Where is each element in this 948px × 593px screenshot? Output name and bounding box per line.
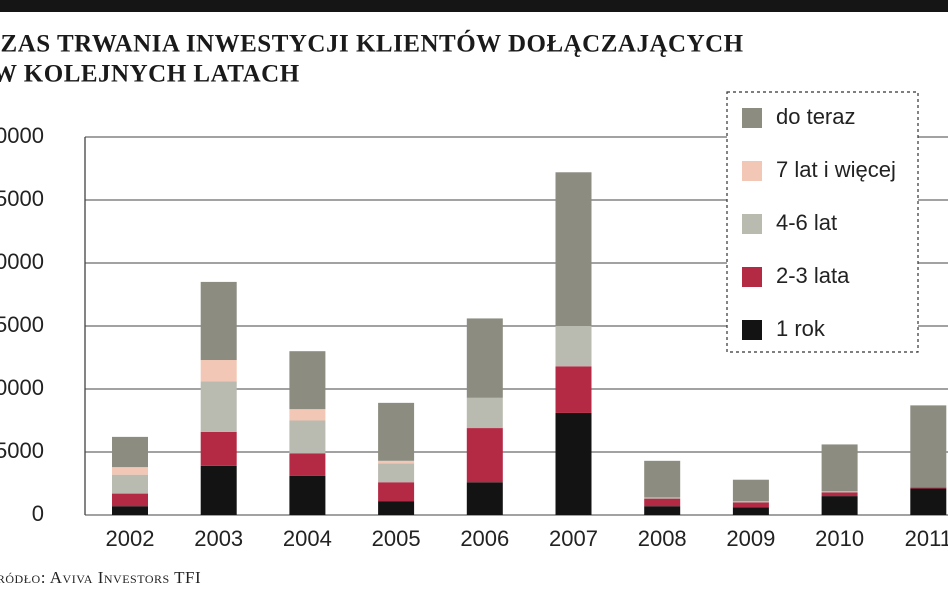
legend-swatch (742, 214, 762, 234)
bar-segment (289, 420, 326, 454)
bar-segment (289, 475, 326, 515)
bar-segment (112, 506, 148, 515)
bar-segment (910, 405, 947, 488)
bar-segment (466, 428, 503, 483)
legend-label: 4-6 lat (776, 210, 837, 235)
legend-label: do teraz (776, 104, 856, 129)
bar-segment (821, 496, 858, 515)
bar-segment (644, 498, 681, 507)
bar-segment (821, 492, 858, 497)
bar-segment (378, 402, 415, 461)
bar-segment (200, 431, 237, 466)
bar-segment (555, 326, 592, 367)
x-tick-label: 2003 (194, 526, 243, 551)
legend-swatch (742, 108, 762, 128)
bar-segment (732, 507, 769, 515)
bar-segment (289, 409, 326, 421)
bar-segment (821, 491, 858, 493)
top-band (0, 0, 948, 12)
bar-segment (644, 460, 681, 498)
x-tick-label: 2005 (372, 526, 421, 551)
bar-segment (289, 351, 326, 410)
source: Źródło: Aviva Investors TFI (0, 568, 201, 587)
bar-segment (378, 463, 415, 483)
legend-swatch (742, 267, 762, 287)
y-tick-label: 25000 (0, 186, 44, 211)
legend-label: 2-3 lata (776, 263, 850, 288)
bar-segment (378, 482, 415, 502)
x-tick-label: 2011 (905, 526, 948, 551)
x-tick-label: 2006 (460, 526, 509, 551)
bar-segment (732, 501, 769, 503)
x-tick-label: 2004 (283, 526, 332, 551)
bar-segment (112, 474, 148, 494)
bar-segment (112, 493, 148, 507)
x-tick-label: 2009 (726, 526, 775, 551)
legend-swatch (742, 320, 762, 340)
bar-segment (112, 467, 148, 475)
y-tick-label: 5000 (0, 438, 44, 463)
legend-swatch (742, 161, 762, 181)
bar-segment (555, 412, 592, 515)
bar-segment (910, 488, 947, 515)
bar-segment (555, 172, 592, 326)
y-tick-label: 0 (32, 501, 44, 526)
legend-label: 1 rok (776, 316, 826, 341)
bar-segment (555, 366, 592, 413)
bar-segment (910, 487, 947, 489)
y-tick-label: 20000 (0, 249, 44, 274)
bar-segment (200, 360, 237, 382)
legend-label: 7 lat i więcej (776, 157, 896, 182)
bar-segment (732, 502, 769, 508)
bar-segment (732, 479, 769, 502)
bar-segment (200, 281, 237, 361)
bar-segment (289, 453, 326, 476)
chart-title: CZAS TRWANIA INWESTYCJI KLIENTÓW DOŁĄCZA… (0, 30, 744, 58)
bar-segment (644, 497, 681, 499)
chart-title: W KOLEJNYCH LATACH (0, 61, 300, 88)
y-tick-label: 15000 (0, 312, 44, 337)
bar-segment (466, 482, 503, 515)
bar-segment (821, 444, 858, 492)
x-tick-label: 2008 (638, 526, 687, 551)
y-tick-label: 10000 (0, 375, 44, 400)
bar-segment (378, 501, 415, 515)
bar-segment (200, 381, 237, 432)
x-tick-label: 2010 (815, 526, 864, 551)
x-tick-label: 2002 (106, 526, 155, 551)
x-tick-label: 2007 (549, 526, 598, 551)
bar-segment (112, 436, 148, 468)
bar-segment (378, 460, 415, 464)
bar-segment (644, 506, 681, 515)
bar-segment (466, 397, 503, 429)
y-tick-label: 30000 (0, 123, 44, 148)
bar-segment (200, 465, 237, 515)
bar-segment (466, 318, 503, 398)
